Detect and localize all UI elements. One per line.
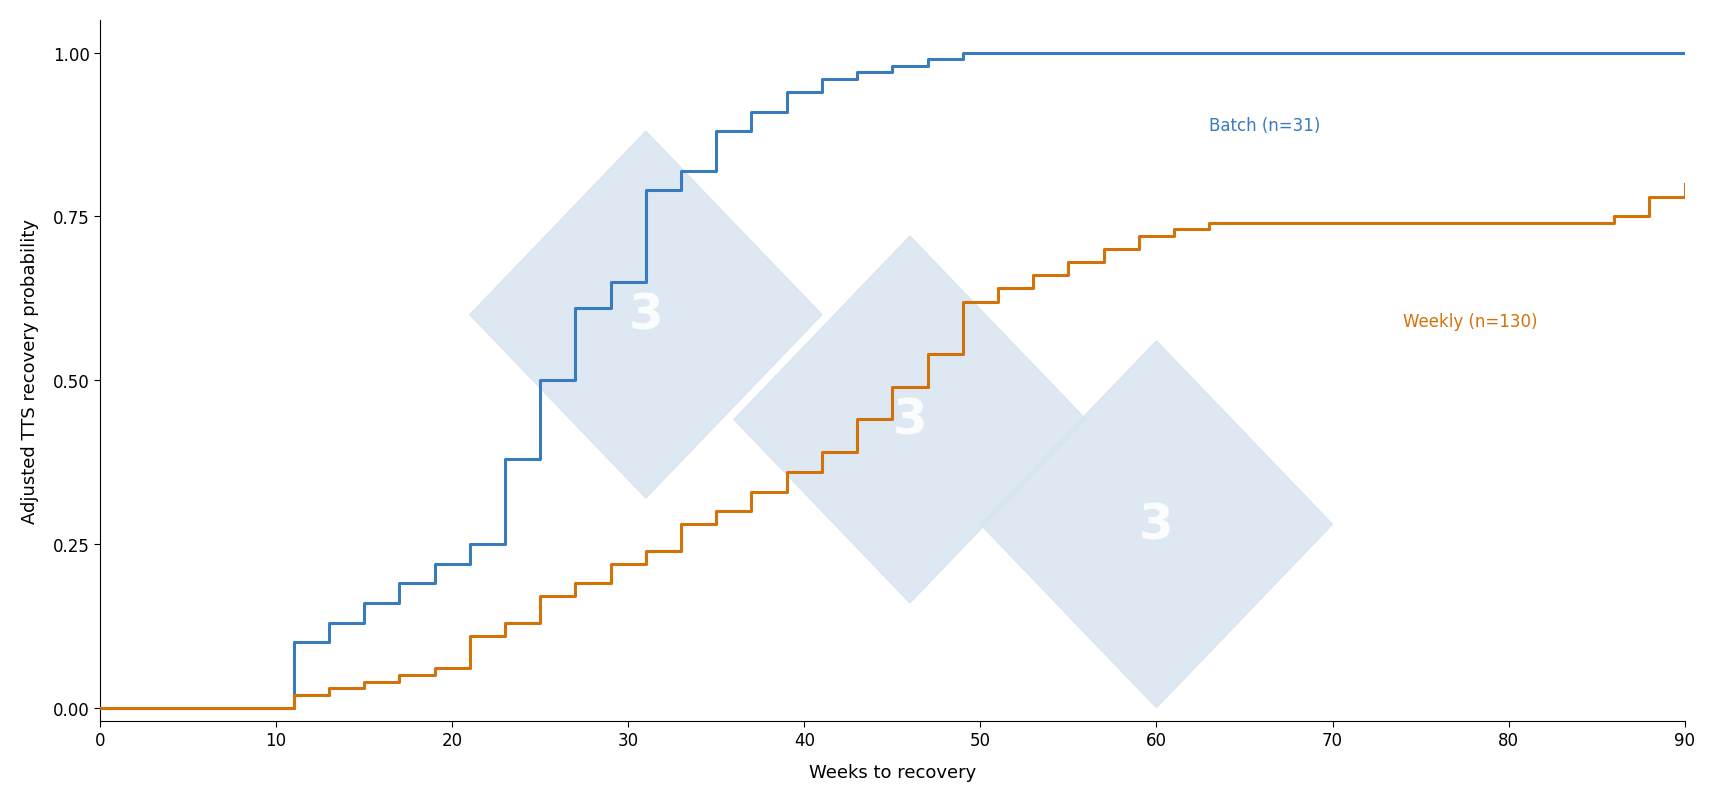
Polygon shape — [470, 132, 822, 499]
Text: Batch (n=31): Batch (n=31) — [1210, 116, 1321, 135]
X-axis label: Weeks to recovery: Weeks to recovery — [808, 764, 976, 781]
Polygon shape — [734, 237, 1086, 603]
Text: Weekly (n=130): Weekly (n=130) — [1404, 313, 1538, 330]
Text: 3: 3 — [628, 291, 662, 339]
Y-axis label: Adjusted TTS recovery probability: Adjusted TTS recovery probability — [21, 219, 39, 523]
Polygon shape — [980, 342, 1333, 708]
Text: 3: 3 — [892, 396, 927, 444]
Text: 3: 3 — [1139, 500, 1174, 549]
